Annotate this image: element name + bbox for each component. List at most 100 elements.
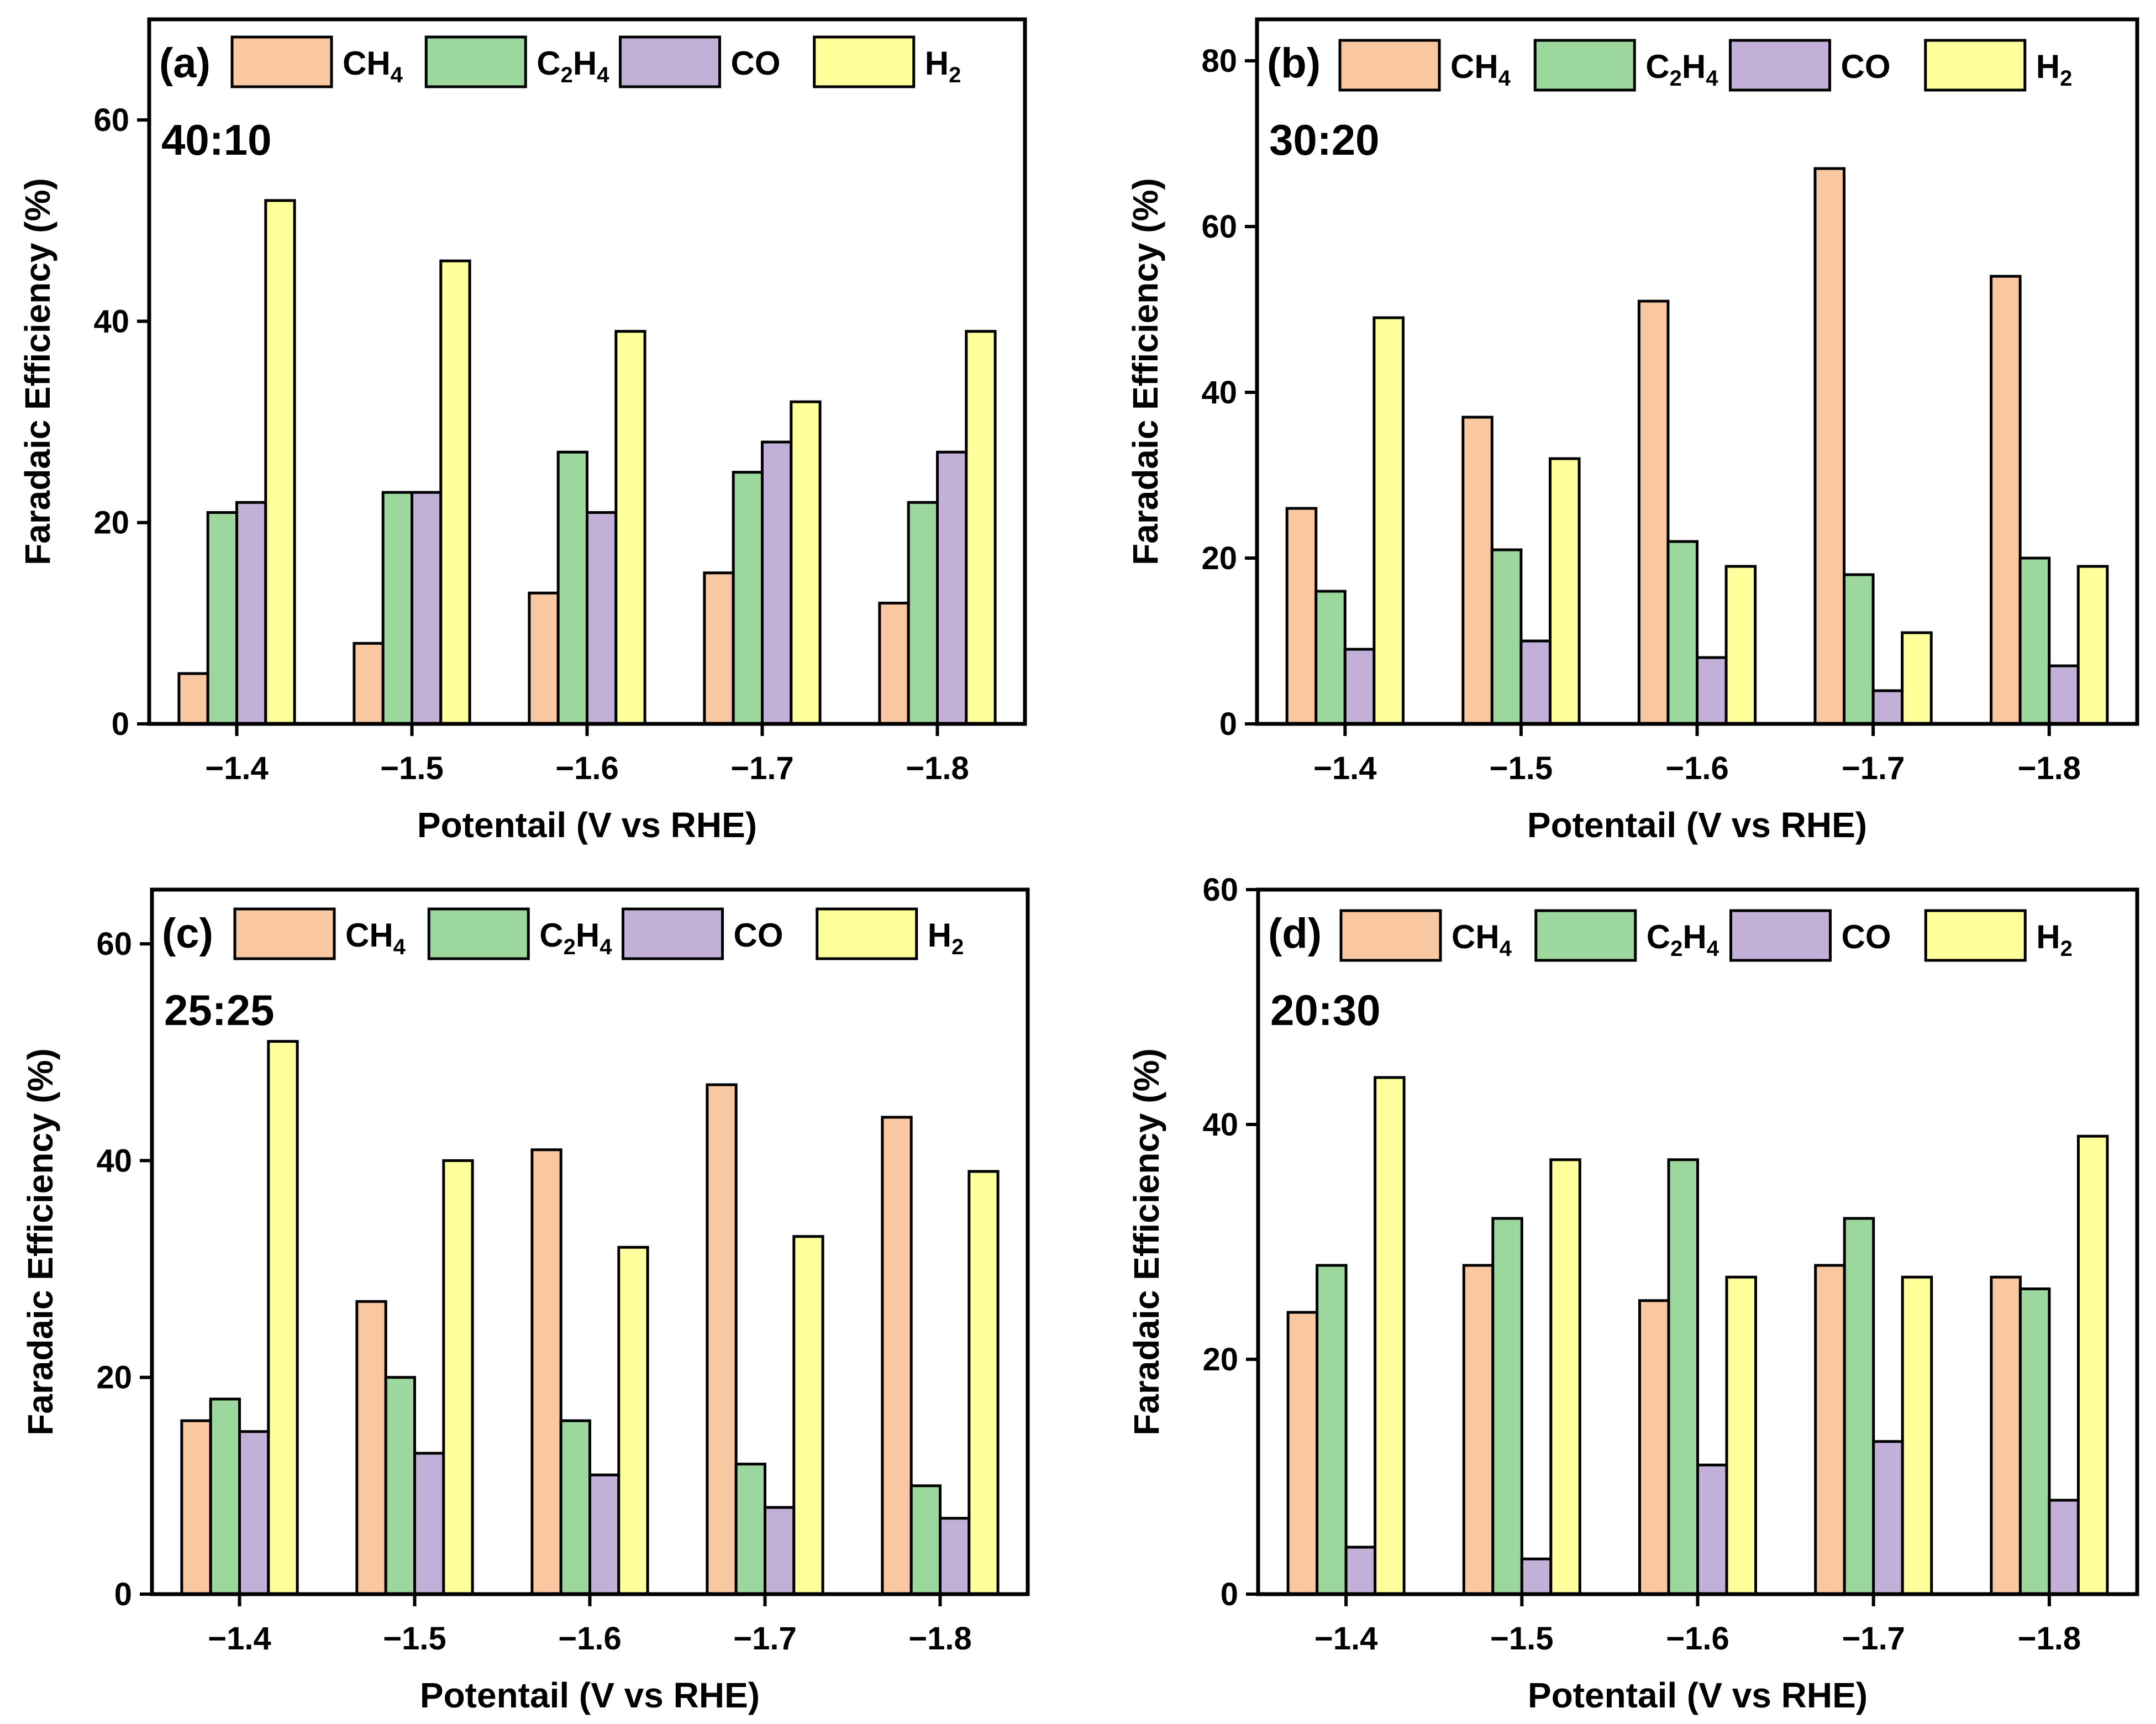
- bar-ch4-3: [706, 1083, 738, 1596]
- bar-co-2: [1696, 656, 1728, 726]
- bar-h2-2: [1724, 565, 1757, 726]
- y-axis-title: Faradaic Efficiency (%): [20, 1048, 60, 1436]
- bar-ch4-2: [530, 1148, 562, 1596]
- ratio-label: 30:20: [1269, 115, 1380, 164]
- bar-h2-4: [2076, 565, 2109, 726]
- bar-h2-3: [790, 400, 822, 726]
- panel-0: −1.4 −1.5 −1.6 −1.7 −1.8 0 20 40 60 Potentail (V …: [18, 17, 1027, 845]
- panel-tag: (d): [1268, 910, 1322, 957]
- x-tick-label: −1.8: [908, 1621, 972, 1657]
- x-axis-title: Potentail (V vs RHE): [420, 1675, 760, 1715]
- plot-frame: [1256, 887, 2139, 1596]
- legend-label-co: CO: [1842, 918, 1891, 955]
- y-tick-label: 60: [96, 926, 132, 962]
- bar-co-1: [411, 491, 443, 726]
- bar-c2h4-0: [206, 511, 239, 726]
- bar-h2-4: [967, 1170, 1000, 1596]
- panel-3: −1.4 −1.5 −1.6 −1.7 −1.8 0 20 40 60 Potentail (V …: [1127, 872, 2139, 1715]
- y-tick-label: 20: [96, 1360, 132, 1396]
- x-tick-label: −1.6: [1665, 750, 1729, 786]
- panel-tag: (c): [162, 910, 213, 957]
- y-tick-label: 40: [1201, 375, 1237, 411]
- legend-swatch-co: [1729, 39, 1831, 92]
- bar-co-1: [1519, 639, 1552, 726]
- bar-ch4-3: [703, 571, 735, 726]
- legend-label-c2h4: C2H4: [1645, 48, 1718, 91]
- bar-co-3: [761, 440, 793, 726]
- bar-c2h4-2: [1666, 540, 1698, 726]
- bar-h2-1: [442, 1159, 474, 1596]
- x-tick-label: −1.8: [2017, 750, 2081, 786]
- legend-label-co: CO: [731, 45, 781, 82]
- y-tick-label: 40: [93, 303, 129, 339]
- bar-c2h4-4: [2018, 556, 2051, 726]
- x-axis-title: Potentail (V vs RHE): [1528, 1675, 1868, 1715]
- legend-swatch-h2: [1924, 39, 2027, 92]
- panel-tag: (b): [1267, 40, 1321, 87]
- x-tick-label: −1.6: [555, 750, 619, 786]
- ratio-label: 40:10: [161, 115, 272, 164]
- bar-co-2: [1696, 1463, 1728, 1596]
- legend-swatch-c2h4: [424, 35, 527, 88]
- x-tick-label: −1.6: [1666, 1621, 1729, 1657]
- y-axis-title: Faradaic Efficiency (%): [1126, 178, 1165, 565]
- bar-ch4-2: [528, 591, 560, 726]
- legend-swatch-c2h4: [1534, 909, 1637, 962]
- x-tick-label: −1.4: [1313, 750, 1377, 786]
- legend-swatch-co: [1729, 909, 1832, 962]
- bar-h2-2: [617, 1245, 649, 1596]
- bar-ch4-0: [1285, 507, 1318, 726]
- bar-c2h4-2: [559, 1419, 592, 1596]
- bar-c2h4-0: [1314, 590, 1347, 726]
- y-tick-label: 20: [93, 505, 129, 541]
- bar-ch4-4: [1990, 275, 2022, 726]
- x-tick-label: −1.7: [733, 1621, 797, 1657]
- bar-c2h4-1: [1490, 548, 1523, 726]
- y-tick-label: 0: [112, 706, 129, 742]
- bar-co-3: [1872, 1440, 1904, 1596]
- legend-label-c2h4: C2H4: [1647, 918, 1719, 961]
- y-axis-title: Faradaic Efficiency (%): [1127, 1048, 1166, 1436]
- bar-h2-1: [439, 259, 471, 726]
- bar-h2-3: [792, 1235, 824, 1596]
- bar-co-4: [2048, 1499, 2080, 1596]
- y-tick-label: 80: [1201, 43, 1237, 79]
- panel-2: −1.4 −1.5 −1.6 −1.7 −1.8 0 20 40 60 Potentail (V …: [20, 887, 1030, 1715]
- panel-tag: (a): [159, 40, 211, 87]
- bar-co-3: [1871, 689, 1904, 726]
- y-tick-label: 20: [1202, 1342, 1238, 1378]
- bar-co-2: [588, 1473, 620, 1596]
- y-tick-label: 60: [1201, 209, 1237, 245]
- plot-frame: [147, 17, 1027, 726]
- x-tick-label: −1.4: [205, 750, 269, 786]
- bar-ch4-3: [1813, 167, 1846, 726]
- bar-c2h4-3: [1843, 573, 1875, 726]
- bar-co-0: [235, 501, 267, 726]
- bar-ch4-2: [1637, 299, 1670, 726]
- bar-ch4-1: [353, 642, 385, 726]
- plot-frame: [150, 887, 1030, 1596]
- bar-co-0: [1343, 648, 1376, 726]
- bar-h2-1: [1549, 1158, 1581, 1596]
- bar-c2h4-1: [381, 491, 414, 726]
- bar-c2h4-1: [1491, 1217, 1523, 1596]
- legend-label-h2: H2: [925, 45, 961, 87]
- bar-co-3: [764, 1506, 796, 1596]
- y-tick-label: 40: [1202, 1107, 1238, 1143]
- y-tick-label: 60: [93, 102, 129, 138]
- x-tick-label: −1.5: [1490, 750, 1553, 786]
- bar-ch4-1: [355, 1300, 387, 1596]
- x-tick-label: −1.7: [1842, 1621, 1905, 1657]
- bar-h2-0: [1374, 1076, 1406, 1596]
- bar-ch4-2: [1638, 1299, 1670, 1596]
- bar-ch4-1: [1461, 416, 1494, 726]
- legend-swatch-ch4: [1338, 39, 1441, 92]
- legend-swatch-ch4: [1339, 909, 1442, 962]
- plot-frame: [1255, 17, 2139, 726]
- legend-label-ch4: CH4: [1450, 48, 1511, 91]
- x-tick-label: −1.4: [208, 1621, 271, 1657]
- x-tick-label: −1.8: [2018, 1621, 2081, 1657]
- bar-h2-3: [1901, 1275, 1933, 1596]
- bar-co-2: [586, 511, 618, 726]
